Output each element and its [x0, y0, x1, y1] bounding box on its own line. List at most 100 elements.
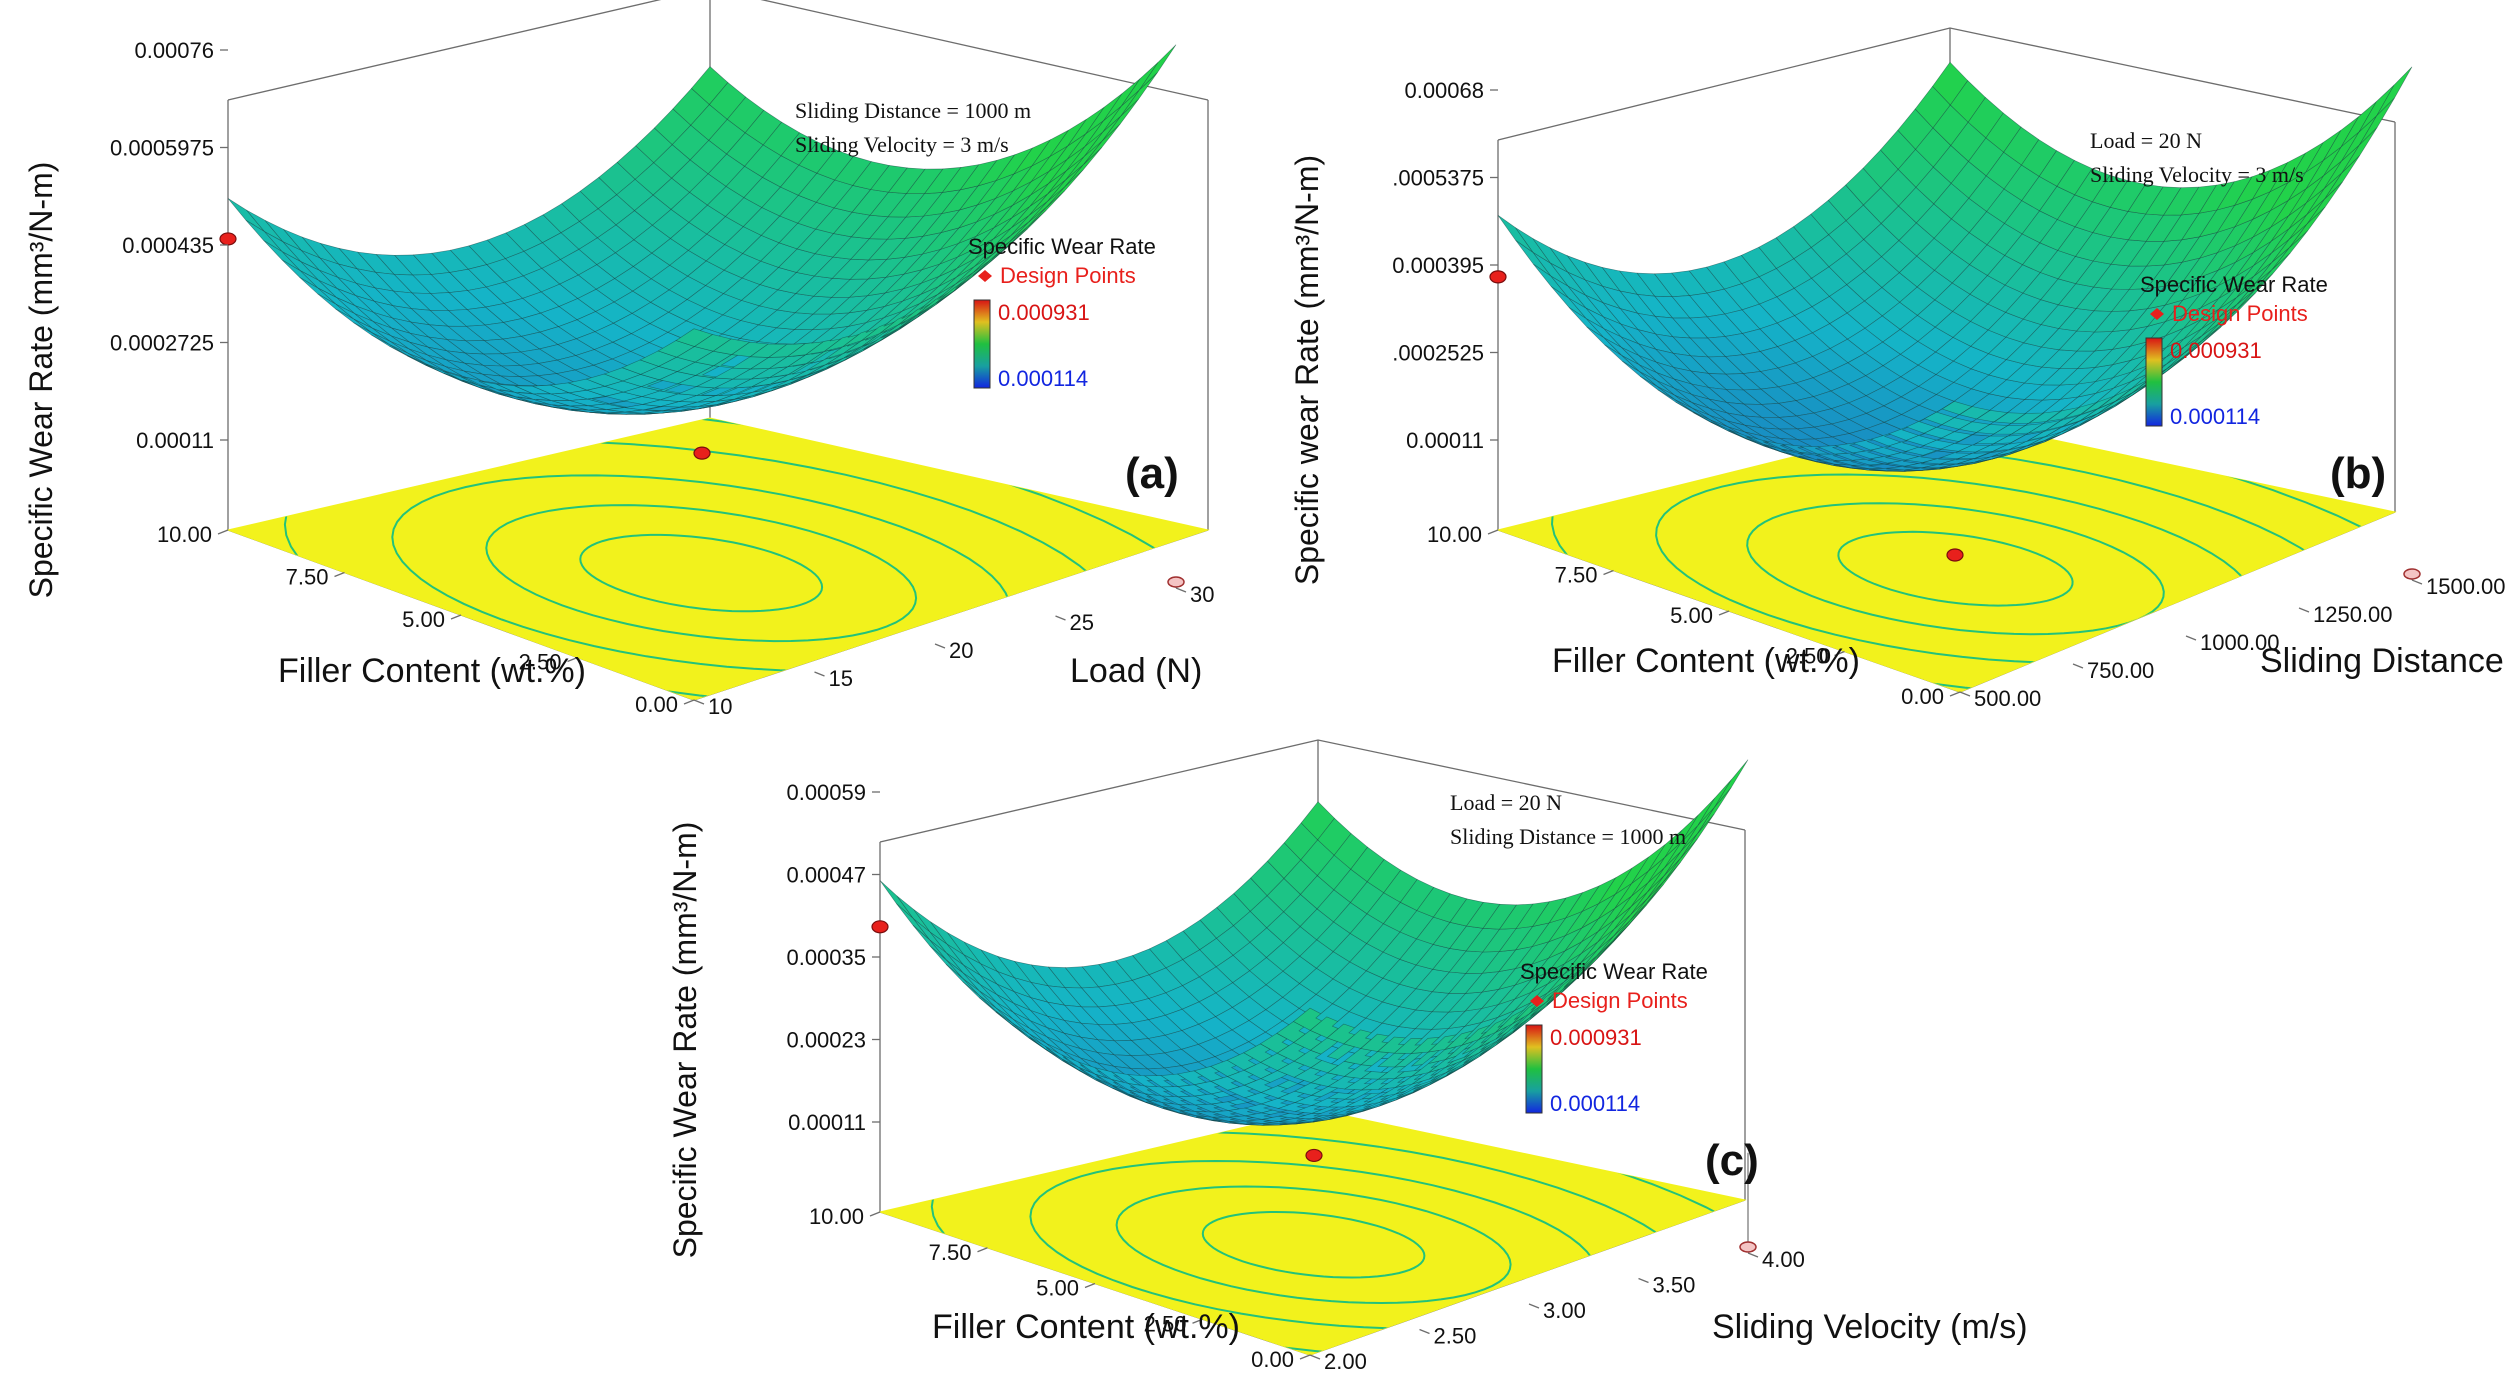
- z-tick-label: 0.00011: [1406, 428, 1484, 453]
- x-tick: [1192, 1318, 1203, 1324]
- design-points: [1489, 270, 2421, 580]
- z-tick-label: 0.00047: [786, 863, 866, 888]
- condition-annotation: Load = 20 N: [2090, 128, 2202, 153]
- legend-title: Specific Wear Rate: [1520, 959, 1708, 984]
- y-tick: [1747, 1252, 1759, 1258]
- x-axis: 10.00 7.50 5.00 2.50 0.00: [809, 1204, 1311, 1372]
- legend-title: Specific Wear Rate: [968, 234, 1156, 259]
- y-tick-label: 20: [949, 638, 973, 663]
- x-tick: [977, 1247, 988, 1253]
- x-tick-label: 2.50: [1786, 644, 1829, 669]
- y-tick: [2298, 607, 2310, 613]
- x-tick-label: 0.00: [635, 692, 678, 717]
- surface-cell: [1497, 215, 1534, 253]
- condition-annotation: Sliding Velocity = 3 m/s: [2090, 162, 2304, 187]
- z-tick-label: 0.00011: [788, 1110, 866, 1135]
- legend-design-points: Design Points: [2172, 301, 2308, 326]
- chart-panel-c: 0.00059 0.00047 0.00035 0.00023 0.00011 10.00…: [667, 739, 2028, 1374]
- y-tick-label: 500.00: [1974, 686, 2041, 711]
- x-tick-label: 7.50: [286, 565, 329, 590]
- x-tick-label: 7.50: [929, 1240, 972, 1265]
- legend-min-value: 0.000114: [1550, 1091, 1640, 1116]
- z-tick-label: 0.000435: [122, 233, 214, 258]
- surface-cell: [1714, 759, 1749, 808]
- z-tick-label: 0.00011: [136, 428, 214, 453]
- legend-min-value: 0.000114: [998, 366, 1088, 391]
- y-tick-label: 2.00: [1324, 1349, 1367, 1374]
- panel-label: (b): [2330, 449, 2386, 498]
- y-axis-title: Load (N): [1070, 652, 1202, 690]
- axis-edge: [879, 739, 1746, 843]
- surface-cell: [1139, 44, 1177, 91]
- y-tick: [1959, 691, 1971, 697]
- x-tick-label: 2.50: [519, 650, 562, 675]
- design-point-marker: [219, 232, 237, 246]
- legend-title: Specific Wear Rate: [2140, 272, 2328, 297]
- x-tick-label: 5.00: [1036, 1276, 1079, 1301]
- x-tick: [1084, 1282, 1096, 1289]
- x-tick: [567, 656, 578, 663]
- y-tick-label: 3.50: [1653, 1273, 1696, 1298]
- design-points: [871, 920, 1757, 1253]
- colorbar: [973, 299, 991, 389]
- z-tick-label: 0.00059: [786, 780, 866, 805]
- response-surface: [879, 759, 1749, 1126]
- z-axis-title: Specific Wear Rate (mm³/N-m): [667, 822, 703, 1259]
- z-axis: 0.00059 0.00047 0.00035 0.00023 0.00011: [786, 780, 880, 1135]
- y-tick-label: 750.00: [2087, 658, 2154, 683]
- contour-plane: [878, 1109, 1747, 1356]
- x-tick: [334, 571, 345, 578]
- legend-max-value: 0.000931: [998, 300, 1090, 325]
- y-tick-label: 1000.00: [2200, 630, 2280, 655]
- condition-annotation: Load = 20 N: [1450, 790, 1562, 815]
- contour-plane: [226, 417, 1210, 701]
- x-tick: [1949, 691, 1961, 697]
- design-point-icon: [2150, 308, 2164, 320]
- axis-edge: [227, 0, 1209, 101]
- y-tick-label: 30: [1190, 582, 1214, 607]
- y-tick-label: 3.00: [1543, 1298, 1586, 1323]
- x-tick-label: 10.00: [809, 1204, 864, 1229]
- x-tick: [869, 1211, 881, 1217]
- x-tick-label: 0.00: [1901, 684, 1944, 709]
- y-tick: [1528, 1303, 1540, 1309]
- design-point-marker: [1305, 1148, 1323, 1163]
- x-axis-title: Filler Content (wt.%): [1552, 642, 1860, 680]
- axis-edge: [1497, 27, 2396, 141]
- contour-line: [579, 533, 824, 613]
- x-tick-label: 7.50: [1555, 563, 1598, 588]
- contour-line: [1746, 502, 2165, 636]
- y-tick-label: 15: [829, 666, 853, 691]
- x-tick: [1603, 569, 1614, 576]
- y-tick-label: 1250.00: [2313, 602, 2393, 627]
- y-tick-label: 4.00: [1762, 1247, 1805, 1272]
- x-axis: 10.00 7.50 5.00 2.50 0.00: [1427, 522, 1961, 709]
- chart-panel-b: 0.00068 .0005375 0.000395 .0002525 0.00011 10…: [1289, 27, 2512, 711]
- y-tick: [2411, 579, 2423, 585]
- x-tick-label: 5.00: [402, 607, 445, 632]
- surface-cell: [1697, 779, 1732, 826]
- design-point-marker: [1167, 576, 1185, 588]
- x-tick: [217, 529, 229, 535]
- legend-min-value: 0.000114: [2170, 404, 2260, 429]
- y-axis: 500.00 750.00 1000.00 1250.00 1500.00: [1959, 574, 2506, 711]
- y-tick-label: 2.50: [1434, 1324, 1477, 1349]
- x-tick: [1834, 650, 1845, 657]
- contour-line: [485, 504, 918, 643]
- design-point-marker: [871, 920, 889, 934]
- x-tick: [450, 614, 462, 620]
- design-point-marker: [1489, 270, 1507, 284]
- design-point-marker: [1739, 1241, 1757, 1253]
- x-tick-label: 2.50: [1144, 1311, 1187, 1336]
- y-tick: [1638, 1277, 1649, 1284]
- x-tick-label: 10.00: [157, 522, 212, 547]
- legend-max-value: 0.000931: [2170, 338, 2262, 363]
- y-axis: 10 15 20 25 30: [693, 582, 1214, 719]
- condition-annotation: Sliding Distance = 1000 m: [795, 98, 1031, 123]
- y-tick-label: 1500.00: [2426, 574, 2506, 599]
- design-point-icon: [1530, 995, 1544, 1007]
- x-tick: [1487, 529, 1499, 535]
- z-axis-title: Specific Wear Rate (mm³/N-m): [23, 162, 59, 599]
